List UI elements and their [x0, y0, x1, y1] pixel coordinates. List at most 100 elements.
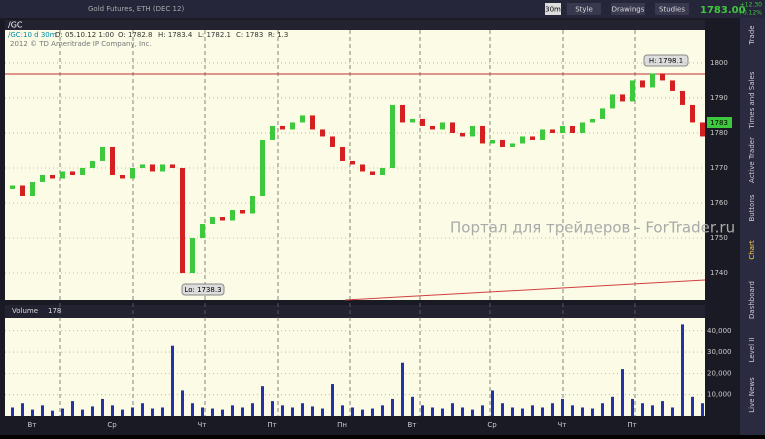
volume-bar: [341, 405, 344, 416]
candle-body: [50, 174, 55, 179]
volume-bar: [361, 409, 364, 416]
x-tick-label: Пт: [267, 421, 276, 429]
study-label: /GC:10 d 30m: [8, 31, 57, 39]
candle-body: [250, 195, 255, 214]
volume-bar: [611, 396, 614, 416]
candle-body: [460, 132, 465, 137]
price-tag: [707, 117, 732, 128]
toolbar-button[interactable]: [655, 3, 689, 15]
volume-bar: [641, 403, 644, 416]
candle-body: [160, 164, 165, 172]
y-tick-label: 1760: [710, 199, 728, 207]
side-tab[interactable]: Trade: [748, 25, 756, 45]
volume-bar: [371, 408, 374, 416]
volume-bar: [451, 403, 454, 416]
volume-bar: [591, 408, 594, 416]
candle-body: [270, 125, 275, 140]
volume-bar: [401, 362, 404, 416]
volume-bar: [31, 409, 34, 416]
volume-bar: [251, 403, 254, 416]
side-tab[interactable]: Chart: [748, 240, 756, 259]
trend-line: [344, 279, 706, 301]
candle-body: [360, 164, 365, 172]
toolbar-button[interactable]: [545, 3, 561, 15]
candle-body: [350, 160, 355, 165]
candle-body: [550, 129, 555, 133]
side-tabs: [740, 18, 765, 435]
volume-bar: [441, 408, 444, 416]
candle-body: [300, 115, 305, 123]
candle-body: [420, 118, 425, 126]
candle-body: [670, 80, 675, 91]
y-tick-label: 1740: [710, 269, 728, 277]
symbol[interactable]: /GC: [8, 21, 23, 30]
volume-bar: [241, 407, 244, 416]
x-tick-label: Вт: [408, 421, 417, 429]
candle-body: [100, 146, 105, 161]
volume-bar: [231, 405, 234, 416]
candle-body: [110, 146, 115, 175]
toolbar-button[interactable]: [567, 3, 601, 15]
side-tab[interactable]: Dashboard: [748, 281, 756, 319]
candle-body: [200, 224, 205, 239]
volume-bar: [461, 407, 464, 416]
volume-bar: [151, 408, 154, 416]
x-tick-label: Пн: [337, 421, 347, 429]
volume-bar: [471, 409, 474, 416]
volume-bar: [521, 408, 524, 416]
candle-body: [330, 136, 335, 147]
x-tick-label: Пт: [627, 421, 636, 429]
volume-bar: [71, 401, 74, 416]
side-tab[interactable]: Active Trader: [748, 137, 756, 183]
last-price: 1783.00: [700, 5, 746, 16]
candle-body: [140, 164, 145, 168]
volume-tick-label: 20,000: [707, 369, 732, 377]
candle-body: [320, 129, 325, 137]
candle-body: [410, 118, 415, 123]
toolbar-button-label[interactable]: Drawings: [612, 6, 645, 14]
volume-bar: [41, 405, 44, 416]
volume-bar: [541, 407, 544, 416]
candle-body: [630, 80, 635, 102]
volume-title: Volume: [12, 307, 38, 315]
ohlc: L: 1782.1: [198, 31, 231, 39]
candle-body: [20, 185, 25, 196]
y-tick-label: 1780: [710, 129, 728, 137]
ohlc: D: 05.10.12 1:00: [55, 31, 114, 39]
candle-body: [230, 210, 235, 221]
candle-body: [280, 125, 285, 130]
side-tab[interactable]: Live News: [748, 377, 756, 413]
candle-body: [170, 164, 175, 168]
candle-body: [590, 118, 595, 123]
toolbar-button-label[interactable]: Style: [575, 6, 593, 14]
candle-body: [560, 125, 565, 133]
side-tab[interactable]: Times and Sales: [748, 71, 756, 129]
candle-body: [620, 94, 625, 102]
change: +12.30: [740, 2, 762, 9]
header-bar: [5, 20, 705, 30]
volume-tick-label: 30,000: [707, 348, 732, 356]
candle-body: [400, 104, 405, 123]
volume-bar: [11, 407, 14, 416]
side-tab[interactable]: Buttons: [748, 194, 756, 221]
volume-bar: [351, 407, 354, 416]
copyright: 2012 © TD Ameritrade IP Company, Inc.: [10, 40, 152, 48]
candle-body: [80, 167, 85, 175]
candle-body: [660, 73, 665, 81]
volume-bar: [681, 324, 684, 416]
volume-bar: [631, 398, 634, 416]
x-tick-label: Чт: [198, 421, 207, 429]
volume-bar: [701, 403, 704, 416]
candle-body: [220, 217, 225, 221]
volume-bar: [261, 386, 264, 416]
volume-tick-label: 40,000: [707, 327, 732, 335]
candle-body: [490, 139, 495, 144]
toolbar-button-label[interactable]: Studies: [659, 6, 685, 14]
toolbar-button-label[interactable]: 30m: [545, 6, 561, 14]
toolbar-button[interactable]: [611, 3, 645, 15]
price-pane: [5, 30, 705, 300]
low-box: [181, 283, 225, 296]
volume-bar: [81, 409, 84, 416]
candle-body: [520, 136, 525, 144]
side-tab[interactable]: Level II: [748, 338, 756, 363]
